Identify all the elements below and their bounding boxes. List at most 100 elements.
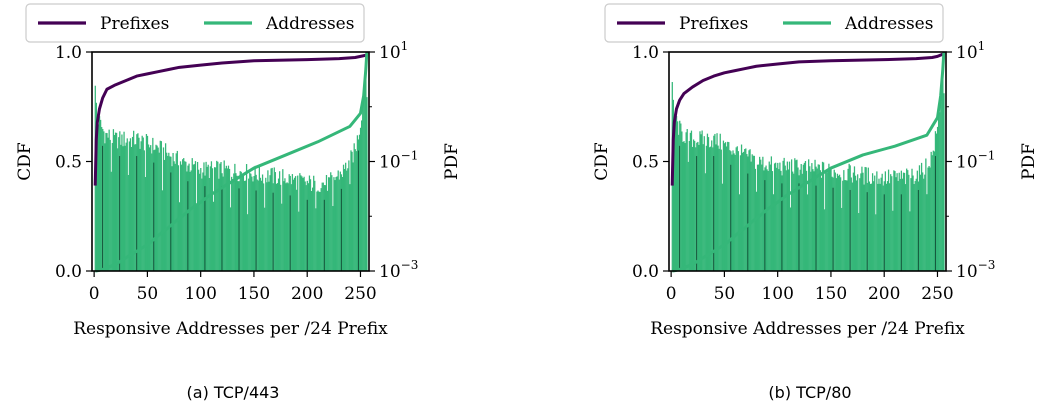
pdf-bar	[185, 161, 187, 271]
x-axis-label: Responsive Addresses per /24 Prefix	[73, 319, 388, 339]
pdf-bar	[943, 93, 945, 271]
y-left-tick-label: 0.5	[55, 153, 82, 173]
legend: Prefixes Addresses	[604, 3, 944, 43]
pdf-bar	[711, 140, 713, 271]
pdf-bar	[936, 126, 939, 272]
y-right-tick-label: 10−3	[379, 258, 418, 282]
pdf-bar	[769, 164, 771, 271]
pdf-bar	[157, 147, 159, 271]
pdf-bar	[278, 171, 281, 271]
pdf-bar	[782, 160, 784, 271]
x-tick-label: 50	[714, 284, 736, 304]
pdf-bar	[895, 177, 897, 271]
pdf-bar	[716, 133, 718, 271]
pdf-bar	[198, 169, 200, 271]
pdf-bar	[149, 147, 151, 271]
pdf-bar	[795, 160, 797, 271]
pdf-bar	[291, 174, 294, 271]
pdf-bar	[913, 184, 915, 271]
pdf-bar	[96, 118, 99, 271]
pdf-bar	[765, 165, 767, 271]
pdf-bar	[927, 167, 929, 271]
pdf-bar	[710, 146, 712, 271]
pdf-bar	[336, 176, 338, 271]
pdf-bar	[172, 153, 174, 271]
pdf-bar	[244, 180, 247, 271]
pdf-bar	[216, 160, 218, 271]
pdf-bar	[316, 191, 318, 271]
pdf-bar	[785, 170, 787, 271]
pdf-bar	[851, 182, 853, 271]
pdf-bar	[852, 172, 855, 271]
pdf-bar	[723, 143, 726, 271]
pdf-bar	[708, 147, 711, 271]
pdf-bar	[889, 183, 891, 271]
pdf-bar	[843, 170, 845, 271]
pdf-bar	[309, 179, 312, 271]
pdf-bar	[252, 181, 254, 271]
pdf-bar	[286, 182, 288, 271]
pdf-bar	[681, 131, 683, 271]
pdf-bar	[234, 163, 236, 271]
pdf-bar	[176, 150, 178, 271]
figure-caption: (b) TCP/80	[768, 383, 851, 402]
pdf-bar	[894, 171, 896, 271]
pdf-bar	[811, 163, 813, 271]
pdf-bar	[882, 185, 884, 271]
pdf-bar	[790, 159, 793, 271]
pdf-bar	[237, 181, 239, 271]
pdf-bar	[241, 175, 243, 271]
pdf-bar	[97, 124, 100, 271]
pdf-bar	[938, 113, 940, 271]
cdf-line-addresses	[671, 51, 946, 273]
pdf-bar	[821, 161, 824, 271]
pdf-bar	[365, 68, 367, 271]
pdf-bar	[218, 178, 220, 271]
y-right-tick-label: 101	[956, 39, 985, 63]
pdf-bar	[874, 175, 876, 271]
pdf-bar	[763, 170, 765, 271]
pdf-bar	[243, 180, 246, 271]
pdf-bar	[685, 132, 687, 271]
pdf-bar	[264, 207, 266, 271]
pdf-bar	[190, 170, 192, 271]
pdf-bar	[206, 166, 208, 271]
pdf-bar	[919, 174, 922, 271]
pdf-bar	[674, 121, 677, 272]
pdf-bar	[212, 201, 215, 271]
pdf-bar	[899, 178, 901, 271]
pdf-bar	[698, 144, 700, 271]
pdf-bar	[112, 129, 115, 271]
pdf-bar	[911, 168, 913, 271]
pdf-bar	[896, 173, 898, 271]
pdf-bar	[109, 139, 111, 271]
pdf-bar	[878, 178, 880, 271]
pdf-bar	[862, 172, 864, 271]
pdf-bar	[683, 141, 685, 271]
pdf-bar	[935, 133, 938, 271]
pdf-bar	[744, 149, 746, 271]
pdf-bar	[249, 172, 251, 271]
pdf-bar	[814, 159, 816, 271]
pdf-bar	[740, 144, 743, 271]
pdf-bar	[728, 142, 730, 271]
pdf-bar	[133, 130, 135, 271]
pdf-bar	[920, 162, 923, 271]
pdf-bar	[753, 155, 755, 271]
pdf-bar	[846, 180, 848, 271]
pdf-bar	[930, 151, 932, 271]
pdf-bar	[298, 211, 300, 271]
pdf-bar	[910, 178, 912, 271]
pdf-bar	[720, 149, 722, 271]
pdf-bar	[314, 180, 316, 271]
pdf-bar	[265, 177, 267, 271]
y-left-tick-label: 1.0	[632, 43, 659, 63]
pdf-bar	[262, 183, 265, 271]
pdf-bar	[200, 168, 202, 271]
pdf-bar	[297, 175, 299, 271]
pdf-bar	[350, 150, 352, 271]
pdf-bar	[315, 208, 317, 271]
pdf-bar	[224, 168, 226, 271]
pdf-bar	[941, 81, 943, 271]
y-left-tick-label: 0.0	[55, 262, 82, 282]
